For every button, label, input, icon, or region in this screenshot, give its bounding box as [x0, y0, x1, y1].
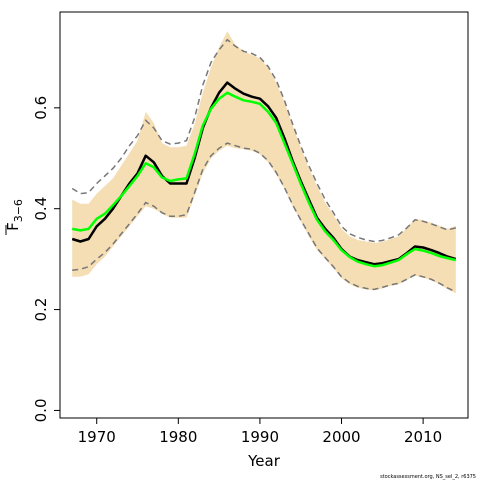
y-axis-title: F3−6: [4, 199, 25, 235]
y-axis-title-main: F: [4, 222, 22, 231]
x-tick-label: 1990: [241, 428, 279, 446]
y-tick-label: 0.0: [32, 399, 50, 423]
y-tick-label: 0.2: [32, 298, 50, 322]
y-axis: 0.0 0.2 0.4 0.6: [32, 96, 61, 423]
svg-text:F3−6: F3−6: [4, 199, 25, 231]
x-tick-label: 2010: [404, 428, 442, 446]
y-tick-label: 0.4: [32, 197, 50, 221]
y-axis-title-subscript: 3−6: [12, 199, 25, 222]
footnote: stockassessment.org, NS_sel_2, r6375: [380, 474, 476, 480]
plot-area: [71, 31, 457, 294]
x-tick-label: 1980: [159, 428, 197, 446]
x-axis: 1970 1980 1990 2000 2010: [78, 417, 442, 446]
x-tick-label: 2000: [322, 428, 360, 446]
series-line-2: [71, 91, 457, 268]
confidence-band: [72, 31, 456, 294]
bound-line-lower: [72, 142, 457, 293]
series-line-1: [71, 81, 457, 266]
bound-line-upper: [71, 38, 456, 243]
x-tick-label: 1970: [78, 428, 116, 446]
y-tick-label: 0.6: [32, 96, 50, 120]
x-axis-title: Year: [247, 452, 281, 470]
